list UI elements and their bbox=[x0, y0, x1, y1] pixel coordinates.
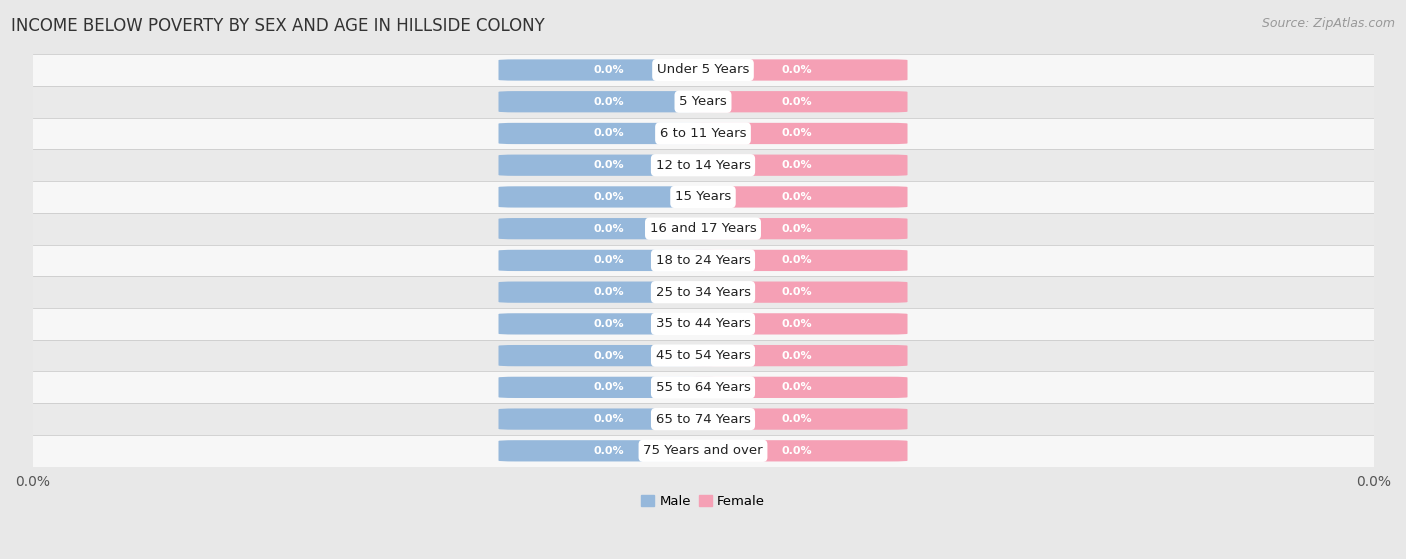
FancyBboxPatch shape bbox=[686, 409, 907, 430]
Bar bbox=[32, 244, 1374, 276]
Text: 0.0%: 0.0% bbox=[782, 414, 813, 424]
Text: 0.0%: 0.0% bbox=[782, 160, 813, 170]
Bar bbox=[32, 213, 1374, 244]
Text: 0.0%: 0.0% bbox=[782, 65, 813, 75]
Text: 18 to 24 Years: 18 to 24 Years bbox=[655, 254, 751, 267]
Text: 0.0%: 0.0% bbox=[593, 129, 624, 139]
Text: 0.0%: 0.0% bbox=[593, 255, 624, 266]
Text: 0.0%: 0.0% bbox=[782, 192, 813, 202]
FancyBboxPatch shape bbox=[686, 440, 907, 462]
Bar bbox=[32, 54, 1374, 86]
Text: 35 to 44 Years: 35 to 44 Years bbox=[655, 318, 751, 330]
FancyBboxPatch shape bbox=[499, 155, 720, 176]
FancyBboxPatch shape bbox=[499, 377, 720, 398]
Text: 0.0%: 0.0% bbox=[593, 97, 624, 107]
Bar bbox=[32, 340, 1374, 372]
Text: 0.0%: 0.0% bbox=[782, 446, 813, 456]
Text: 5 Years: 5 Years bbox=[679, 95, 727, 108]
FancyBboxPatch shape bbox=[686, 155, 907, 176]
Text: 25 to 34 Years: 25 to 34 Years bbox=[655, 286, 751, 299]
FancyBboxPatch shape bbox=[499, 123, 720, 144]
FancyBboxPatch shape bbox=[499, 218, 720, 239]
Text: Under 5 Years: Under 5 Years bbox=[657, 64, 749, 77]
FancyBboxPatch shape bbox=[499, 250, 720, 271]
FancyBboxPatch shape bbox=[686, 59, 907, 80]
Text: 0.0%: 0.0% bbox=[593, 160, 624, 170]
Text: 75 Years and over: 75 Years and over bbox=[643, 444, 763, 457]
Text: 12 to 14 Years: 12 to 14 Years bbox=[655, 159, 751, 172]
FancyBboxPatch shape bbox=[686, 345, 907, 366]
Text: 0.0%: 0.0% bbox=[593, 382, 624, 392]
Text: 0.0%: 0.0% bbox=[593, 319, 624, 329]
Text: 0.0%: 0.0% bbox=[782, 97, 813, 107]
FancyBboxPatch shape bbox=[686, 186, 907, 207]
FancyBboxPatch shape bbox=[686, 313, 907, 334]
Text: 0.0%: 0.0% bbox=[782, 350, 813, 361]
FancyBboxPatch shape bbox=[686, 250, 907, 271]
Bar bbox=[32, 181, 1374, 213]
FancyBboxPatch shape bbox=[499, 59, 720, 80]
Text: 6 to 11 Years: 6 to 11 Years bbox=[659, 127, 747, 140]
Text: 0.0%: 0.0% bbox=[782, 224, 813, 234]
FancyBboxPatch shape bbox=[686, 91, 907, 112]
Text: 0.0%: 0.0% bbox=[593, 192, 624, 202]
Text: INCOME BELOW POVERTY BY SEX AND AGE IN HILLSIDE COLONY: INCOME BELOW POVERTY BY SEX AND AGE IN H… bbox=[11, 17, 546, 35]
Text: 65 to 74 Years: 65 to 74 Years bbox=[655, 413, 751, 425]
Text: 0.0%: 0.0% bbox=[593, 287, 624, 297]
FancyBboxPatch shape bbox=[499, 440, 720, 462]
FancyBboxPatch shape bbox=[499, 91, 720, 112]
Text: 0.0%: 0.0% bbox=[593, 446, 624, 456]
Legend: Male, Female: Male, Female bbox=[636, 490, 770, 514]
FancyBboxPatch shape bbox=[499, 313, 720, 334]
FancyBboxPatch shape bbox=[499, 345, 720, 366]
FancyBboxPatch shape bbox=[499, 186, 720, 207]
Text: 0.0%: 0.0% bbox=[782, 287, 813, 297]
Bar bbox=[32, 276, 1374, 308]
Bar bbox=[32, 435, 1374, 467]
Text: 0.0%: 0.0% bbox=[593, 350, 624, 361]
FancyBboxPatch shape bbox=[686, 377, 907, 398]
Bar bbox=[32, 117, 1374, 149]
FancyBboxPatch shape bbox=[499, 409, 720, 430]
Text: 45 to 54 Years: 45 to 54 Years bbox=[655, 349, 751, 362]
Text: 16 and 17 Years: 16 and 17 Years bbox=[650, 222, 756, 235]
FancyBboxPatch shape bbox=[686, 123, 907, 144]
Bar bbox=[32, 372, 1374, 403]
Text: 0.0%: 0.0% bbox=[782, 255, 813, 266]
FancyBboxPatch shape bbox=[686, 218, 907, 239]
Bar bbox=[32, 403, 1374, 435]
FancyBboxPatch shape bbox=[499, 282, 720, 303]
Bar bbox=[32, 86, 1374, 117]
Text: 0.0%: 0.0% bbox=[593, 65, 624, 75]
Text: 55 to 64 Years: 55 to 64 Years bbox=[655, 381, 751, 394]
Text: 0.0%: 0.0% bbox=[782, 319, 813, 329]
Text: 0.0%: 0.0% bbox=[782, 382, 813, 392]
Text: 0.0%: 0.0% bbox=[593, 224, 624, 234]
Text: 0.0%: 0.0% bbox=[593, 414, 624, 424]
Bar bbox=[32, 308, 1374, 340]
Text: 15 Years: 15 Years bbox=[675, 191, 731, 203]
Bar bbox=[32, 149, 1374, 181]
FancyBboxPatch shape bbox=[686, 282, 907, 303]
Text: Source: ZipAtlas.com: Source: ZipAtlas.com bbox=[1261, 17, 1395, 30]
Text: 0.0%: 0.0% bbox=[782, 129, 813, 139]
